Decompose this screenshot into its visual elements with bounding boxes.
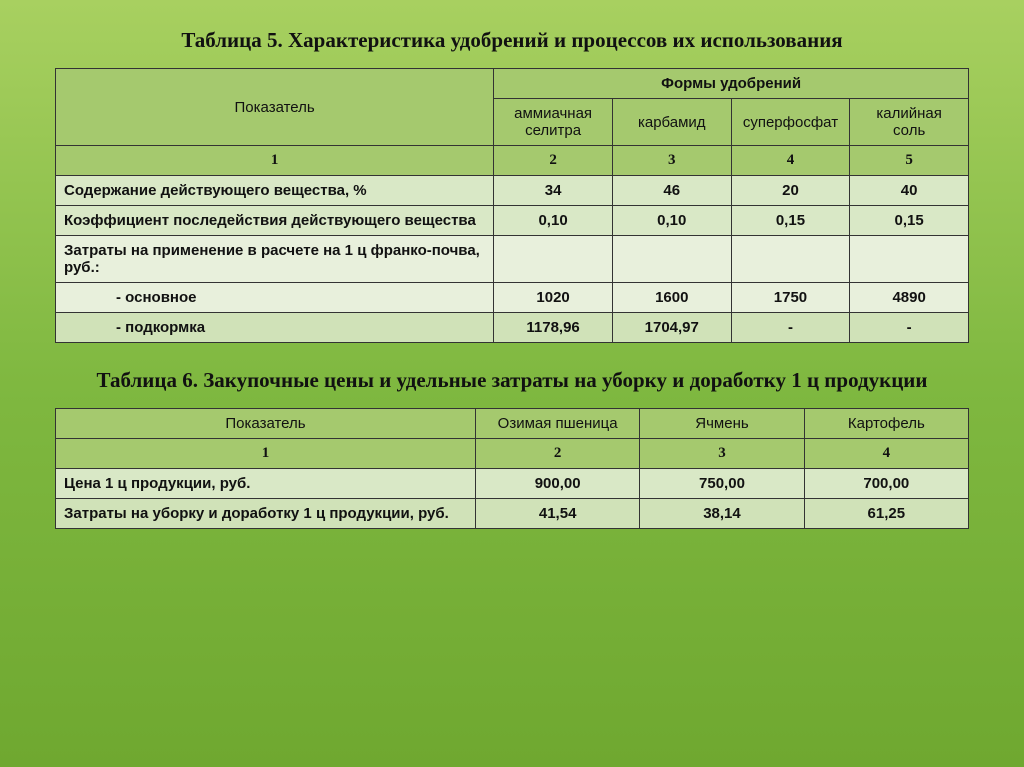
table-cell: 61,25 [804, 499, 968, 529]
table-cell: 41,54 [475, 499, 639, 529]
table-row-label: - подкормка [56, 313, 494, 343]
table5-title: Таблица 5. Характеристика удобрений и пр… [55, 28, 969, 53]
t6-col-2: Картофель [804, 409, 968, 439]
table-cell [612, 236, 731, 283]
t5-num-4: 5 [850, 146, 969, 176]
t5-num-0: 1 [56, 146, 494, 176]
t5-header-forms: Формы удобрений [494, 69, 969, 99]
table-cell: 0,15 [731, 206, 850, 236]
table-row-label: Коэффициент последействия действующего в… [56, 206, 494, 236]
table-cell: 1704,97 [612, 313, 731, 343]
table-cell: 750,00 [640, 469, 804, 499]
table-row-label: - основное [56, 283, 494, 313]
table-row-label: Затраты на применение в расчете на 1 ц ф… [56, 236, 494, 283]
table-cell: 700,00 [804, 469, 968, 499]
table-cell: 1600 [612, 283, 731, 313]
t6-num-3: 4 [804, 439, 968, 469]
t5-col-2: суперфосфат [731, 99, 850, 146]
t5-col-3: калийная соль [850, 99, 969, 146]
table5: Показатель Формы удобрений аммиачная сел… [55, 68, 969, 343]
table-cell: 38,14 [640, 499, 804, 529]
t6-header-indicator: Показатель [56, 409, 476, 439]
table-cell: 1178,96 [494, 313, 613, 343]
t6-col-1: Ячмень [640, 409, 804, 439]
t5-num-2: 3 [612, 146, 731, 176]
table-cell [731, 236, 850, 283]
t5-col-1: карбамид [612, 99, 731, 146]
table-cell: 0,10 [494, 206, 613, 236]
table-cell: 20 [731, 176, 850, 206]
table-cell: 0,10 [612, 206, 731, 236]
table6-title: Таблица 6. Закупочные цены и удельные за… [55, 368, 969, 393]
t5-num-1: 2 [494, 146, 613, 176]
table-cell: 40 [850, 176, 969, 206]
table-cell: - [731, 313, 850, 343]
t6-col-0: Озимая пшеница [475, 409, 639, 439]
table-cell [850, 236, 969, 283]
t5-num-3: 4 [731, 146, 850, 176]
table-cell: 0,15 [850, 206, 969, 236]
t5-header-indicator: Показатель [56, 69, 494, 146]
table-cell [494, 236, 613, 283]
t6-num-1: 2 [475, 439, 639, 469]
table-row-label: Цена 1 ц продукции, руб. [56, 469, 476, 499]
table-cell: 900,00 [475, 469, 639, 499]
t6-num-0: 1 [56, 439, 476, 469]
table-cell: - [850, 313, 969, 343]
table-cell: 34 [494, 176, 613, 206]
table-cell: 1020 [494, 283, 613, 313]
table-cell: 4890 [850, 283, 969, 313]
table-row-label: Затраты на уборку и доработку 1 ц продук… [56, 499, 476, 529]
t5-col-0: аммиачная селитра [494, 99, 613, 146]
table6: Показатель Озимая пшеница Ячмень Картофе… [55, 408, 969, 529]
t6-num-2: 3 [640, 439, 804, 469]
table-cell: 46 [612, 176, 731, 206]
table-row-label: Содержание действующего вещества, % [56, 176, 494, 206]
table-cell: 1750 [731, 283, 850, 313]
